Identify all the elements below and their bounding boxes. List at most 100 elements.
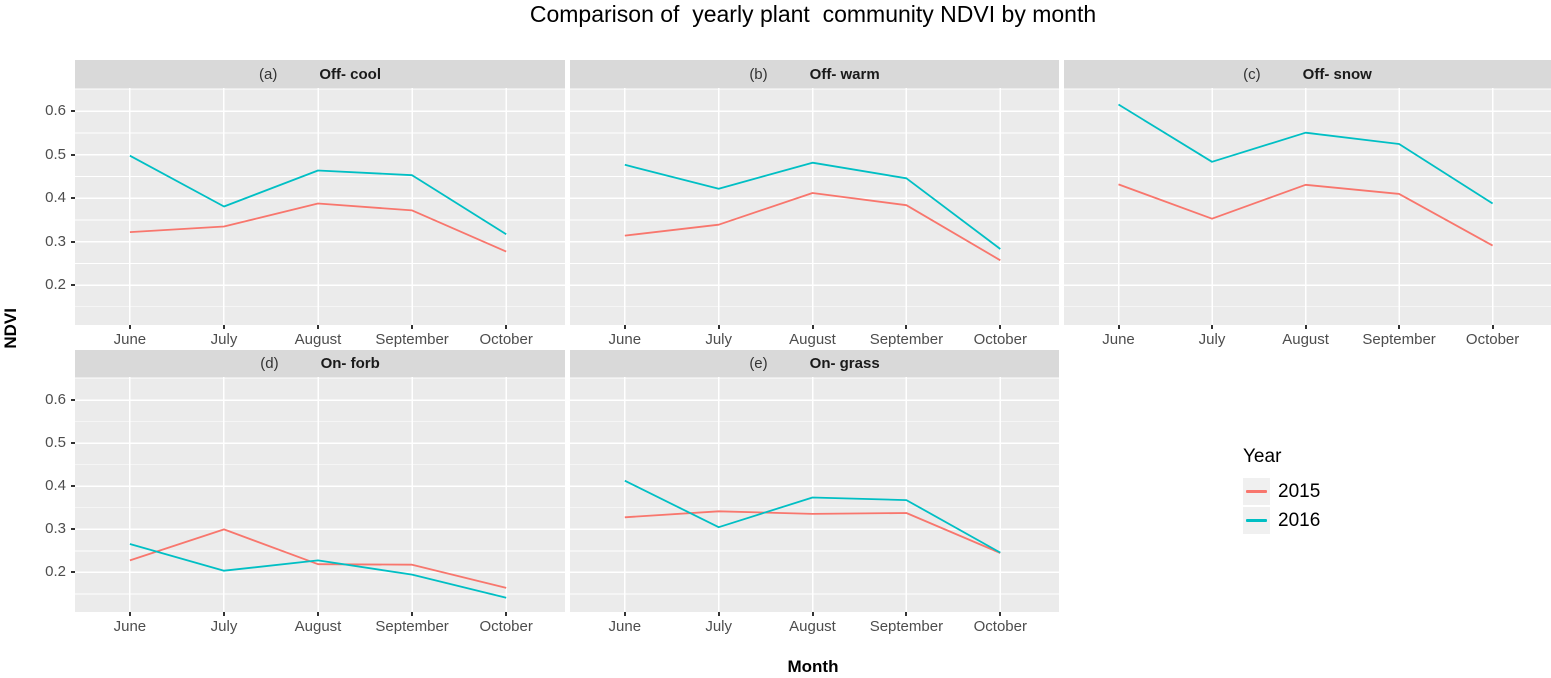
legend-label: 2016 [1278,509,1321,531]
y-tick-label: 0.6 [45,391,66,409]
x-tick-mark [1211,325,1213,329]
series-line-2015 [624,192,1001,262]
legend-key-box [1243,507,1270,534]
series-line-2015 [1118,183,1494,247]
x-tick-label: October [973,618,1027,635]
legend-title: Year [1243,446,1282,467]
y-tick-label: 0.5 [45,434,66,452]
x-tick-label: September [1362,331,1436,348]
series-line-2016 [624,479,1001,554]
facet-label: On- grass [809,355,880,372]
series-line-2016 [1118,103,1494,205]
y-tick-mark [71,197,75,200]
y-tick-label: 0.2 [45,276,66,294]
x-tick-mark [411,325,414,329]
x-tick-label: October [1465,331,1520,348]
y-tick-label: 0.3 [45,232,66,250]
facet-tag: (c) [1243,65,1261,83]
facet-strip: (a) Off- cool [75,60,565,88]
x-tick-label: June [608,618,642,635]
series-line-2016 [129,154,507,236]
series-line-2015 [624,510,1001,554]
x-tick-label: July [705,331,733,348]
facet-label: Off- cool [319,65,381,83]
legend-entry-2016: 2016 [1243,506,1320,535]
x-tick-mark [505,325,508,329]
facet-label: Off- warm [809,65,880,83]
x-tick-label: August [294,331,342,348]
chart-svg [1064,88,1551,325]
x-tick-label: September [869,331,944,348]
legend-key-box [1243,478,1270,505]
y-tick-label: 0.3 [45,520,66,538]
y-tick-mark [71,485,75,488]
x-tick-mark [1304,325,1307,329]
x-tick-mark [905,325,908,329]
x-tick-label: September [375,331,449,348]
facet-tag: (a) [259,65,278,83]
legend: Year 2015 2016 [1243,446,1320,535]
chart-svg [75,377,565,612]
facet-panel [75,88,565,325]
series-line-2016 [129,543,507,599]
y-tick-label: 0.2 [45,563,66,581]
x-tick-mark [223,612,225,616]
facet-strip: (c) Off- snow [1064,60,1551,88]
series-line-2016 [624,161,1001,250]
x-tick-mark [623,612,626,616]
facet-panel [75,377,565,612]
facet-label: On- forb [320,355,380,372]
facet-strip: (b) Off- warm [570,60,1059,88]
x-tick-label: June [113,331,147,348]
x-tick-label: October [973,331,1027,348]
x-tick-mark [717,325,720,329]
facet-panel [570,377,1059,612]
facet-strip: (e) On- grass [570,350,1059,377]
x-tick-label: August [789,618,836,635]
x-tick-mark [1491,325,1494,329]
x-tick-label: June [1102,331,1135,348]
x-tick-mark [505,612,508,616]
y-tick-mark [71,528,75,531]
x-tick-label: October [479,331,533,348]
x-tick-label: August [1282,331,1329,348]
chart-title: Comparison of yearly plant community NDV… [529,1,1097,27]
x-tick-mark [623,325,626,329]
chart-svg [75,88,565,325]
x-tick-label: June [113,618,147,635]
x-tick-label: June [608,331,642,348]
x-tick-mark [317,325,319,329]
legend-label: 2015 [1278,480,1321,502]
series-line-2015 [129,202,507,253]
y-axis-title: NDVI [1,308,20,349]
y-tick-mark [71,240,75,243]
y-tick-mark [71,442,75,445]
legend-entry-2015: 2015 [1243,477,1320,506]
legend-line-2015-icon [1246,490,1267,493]
x-tick-mark [317,612,319,616]
x-tick-label: July [705,618,733,635]
facet-panel [570,88,1059,325]
y-tick-label: 0.5 [45,145,66,163]
series-line-2015 [129,528,507,589]
y-tick-label: 0.4 [45,477,66,495]
facet-strip: (d) On- forb [75,350,565,377]
y-tick-mark [71,153,75,156]
x-tick-label: August [294,618,342,635]
x-tick-label: September [375,618,449,635]
chart-svg [570,88,1059,325]
x-tick-mark [717,612,720,616]
x-axis-title: Month [787,657,839,676]
x-tick-mark [1117,325,1120,329]
x-tick-mark [223,325,225,329]
facet-tag: (b) [749,65,768,83]
x-tick-mark [128,325,131,329]
facet-panel [1064,88,1551,325]
facet-label: Off- snow [1302,65,1372,83]
x-tick-mark [999,325,1002,329]
x-tick-label: August [789,331,836,348]
chart-svg [570,377,1059,612]
facet-tag: (e) [749,355,768,372]
y-tick-label: 0.4 [45,189,66,207]
